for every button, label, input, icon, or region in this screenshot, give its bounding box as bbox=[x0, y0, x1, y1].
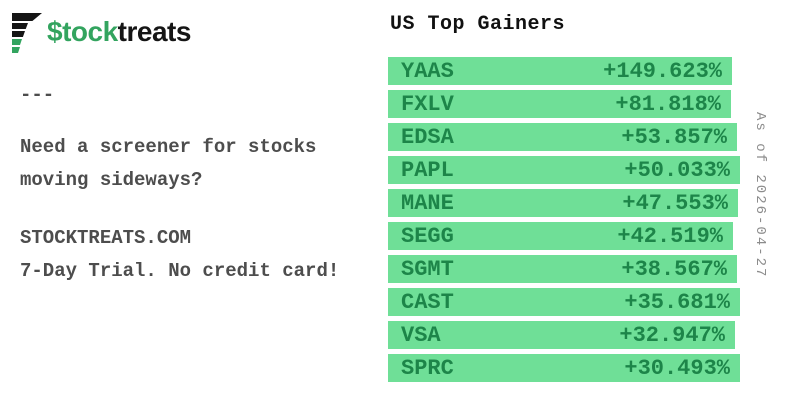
gainer-change: +53.857% bbox=[621, 124, 727, 150]
gainer-ticker: FXLV bbox=[401, 91, 454, 117]
gainer-ticker: CAST bbox=[401, 289, 454, 315]
headline-line1: Need a screener for stocks bbox=[20, 136, 317, 158]
gainer-ticker: VSA bbox=[401, 322, 441, 348]
gainer-change: +35.681% bbox=[624, 289, 730, 315]
gainer-row: PAPL +50.033% bbox=[388, 156, 740, 184]
gainer-row: SGMT +38.567% bbox=[388, 255, 737, 283]
gainer-change: +149.623% bbox=[603, 58, 722, 84]
left-copy-panel: --- Need a screener for stocks moving si… bbox=[20, 84, 380, 282]
gainer-row: VSA +32.947% bbox=[388, 321, 735, 349]
divider-dashes: --- bbox=[20, 84, 55, 106]
gainer-row: FXLV +81.818% bbox=[388, 90, 731, 118]
gainer-change: +42.519% bbox=[617, 223, 723, 249]
gainer-ticker: SGMT bbox=[401, 256, 454, 282]
site-url-text: STOCKTREATS.COM bbox=[20, 227, 192, 249]
gainer-ticker: PAPL bbox=[401, 157, 454, 183]
gainer-change: +47.553% bbox=[622, 190, 728, 216]
gainer-ticker: SPRC bbox=[401, 355, 454, 381]
gainer-row: MANE +47.553% bbox=[388, 189, 738, 217]
gainers-title: US Top Gainers bbox=[390, 13, 566, 36]
gainer-ticker: MANE bbox=[401, 190, 454, 216]
brand-wordmark: $tocktreats bbox=[47, 12, 191, 52]
gainer-change: +50.033% bbox=[624, 157, 730, 183]
brand-wordmark-green: $tock bbox=[47, 16, 118, 47]
gainer-ticker: YAAS bbox=[401, 58, 454, 84]
gainer-row: EDSA +53.857% bbox=[388, 123, 737, 151]
gainers-list: YAAS +149.623% FXLV +81.818% EDSA +53.85… bbox=[388, 57, 740, 382]
headline-line2: moving sideways? bbox=[20, 169, 203, 191]
brand-wordmark-black: treats bbox=[117, 16, 192, 47]
gainer-row: YAAS +149.623% bbox=[388, 57, 732, 85]
gainer-row: CAST +35.681% bbox=[388, 288, 740, 316]
as-of-date-vertical: As of 2026-04-27 bbox=[752, 112, 768, 279]
gainer-ticker: SEGG bbox=[401, 223, 454, 249]
gainer-ticker: EDSA bbox=[401, 124, 454, 150]
brand-logo: $tocktreats bbox=[12, 12, 191, 53]
cta-text: 7-Day Trial. No credit card! bbox=[20, 260, 340, 282]
gainer-change: +32.947% bbox=[619, 322, 725, 348]
gainer-row: SEGG +42.519% bbox=[388, 222, 733, 250]
gainer-row: SPRC +30.493% bbox=[388, 354, 740, 382]
headline: Need a screener for stocks moving sidewa… bbox=[20, 131, 380, 197]
funnel-bars-icon bbox=[12, 12, 42, 53]
gainer-change: +38.567% bbox=[621, 256, 727, 282]
gainer-change: +30.493% bbox=[624, 355, 730, 381]
gainer-change: +81.818% bbox=[615, 91, 721, 117]
